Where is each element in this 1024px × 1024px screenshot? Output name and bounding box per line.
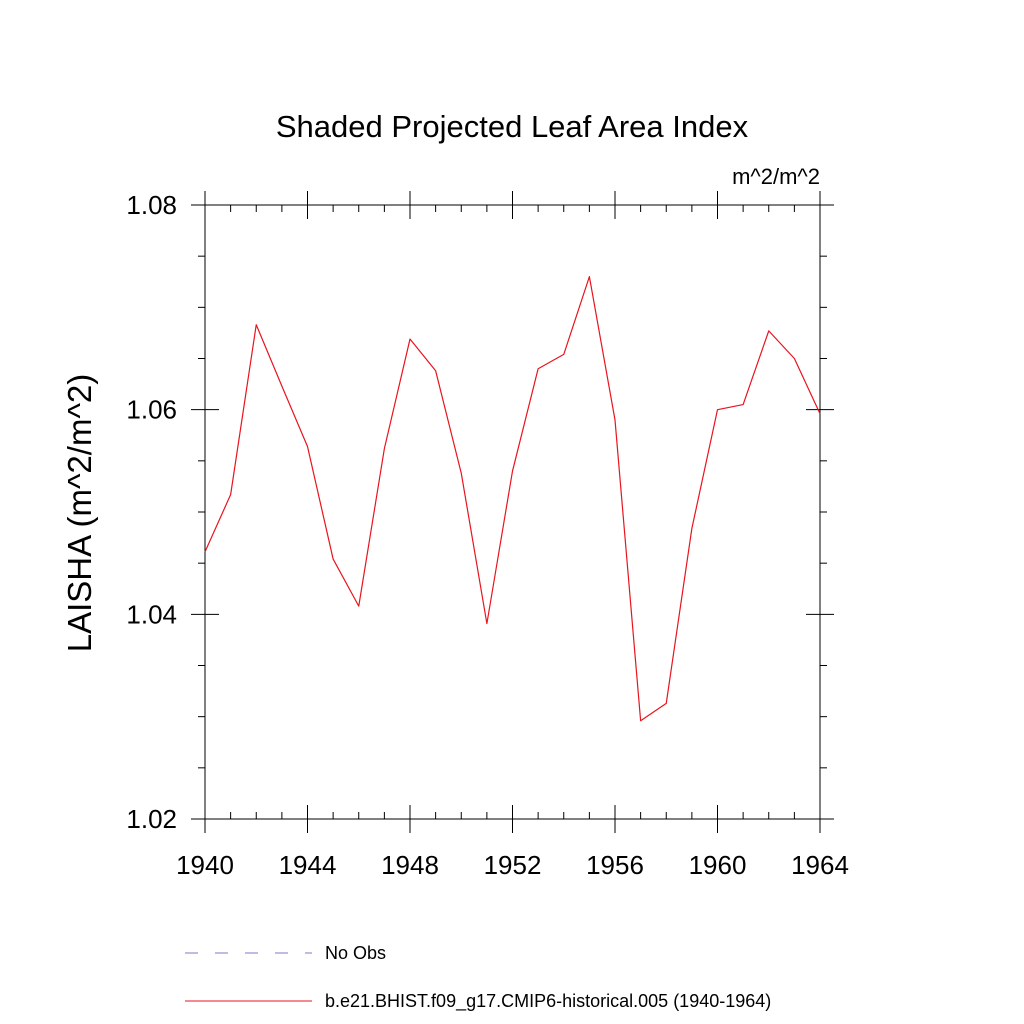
series-layer	[204, 276, 821, 722]
legend-historical-label: b.e21.BHIST.f09_g17.CMIP6-historical.005…	[325, 991, 771, 1012]
axes: 1940 1944 1948 1952 1956 1960 1964 1.02 1.04 1.06…	[126, 190, 849, 880]
legend-no-obs-label: No Obs	[325, 943, 386, 963]
y-axis-label: LAISHA (m^2/m^2)	[61, 374, 98, 653]
chart-title: Shaded Projected Leaf Area Index	[276, 109, 749, 144]
x-tick-label: 1964	[791, 850, 849, 880]
plot-frame	[204, 204, 821, 820]
units-label: m^2/m^2	[732, 164, 820, 189]
y-tick-label: 1.06	[126, 395, 177, 425]
x-tick-label: 1944	[279, 850, 337, 880]
x-tick-label: 1960	[689, 850, 747, 880]
x-tick-label: 1956	[586, 850, 644, 880]
series-line	[204, 276, 821, 722]
y-tick-label: 1.08	[126, 190, 177, 220]
y-tick-label: 1.04	[126, 599, 177, 629]
x-tick-label: 1940	[176, 850, 234, 880]
y-tick-label: 1.02	[126, 804, 177, 834]
x-tick-label: 1948	[381, 850, 439, 880]
x-tick-label: 1952	[484, 850, 542, 880]
legend: No Obs b.e21.BHIST.f09_g17.CMIP6-histori…	[185, 943, 771, 1012]
